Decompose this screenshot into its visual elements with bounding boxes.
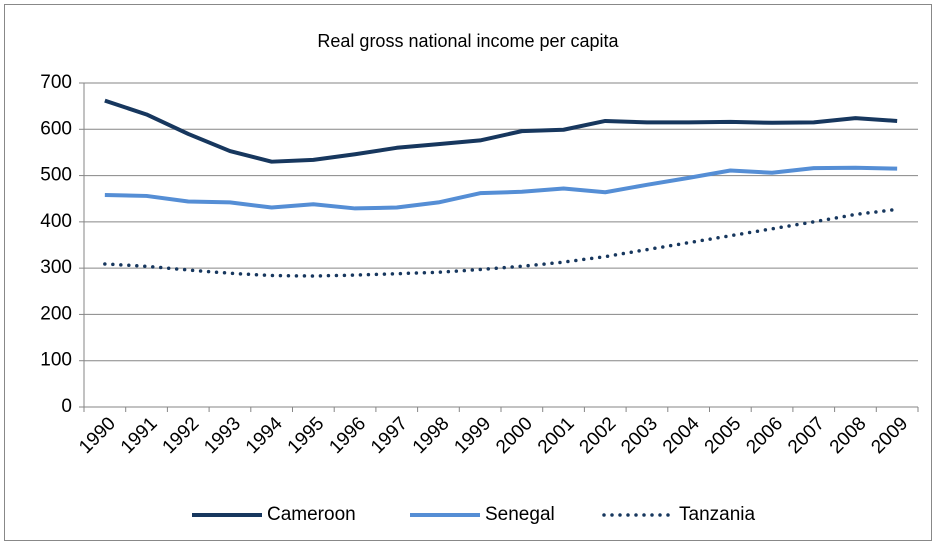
y-tick-label: 100	[40, 350, 72, 371]
y-tick-label: 300	[40, 257, 72, 278]
legend-label: Tanzania	[679, 504, 755, 525]
y-tick-label: 0	[61, 396, 72, 417]
legend-label: Senegal	[485, 504, 555, 525]
chart-title: Real gross national income per capita	[317, 31, 619, 51]
series-line	[104, 165, 898, 211]
y-tick-label: 700	[40, 72, 72, 93]
y-tick-label: 500	[40, 165, 72, 186]
series-line	[103, 207, 899, 278]
y-tick-label: 600	[40, 118, 72, 139]
chart-border	[4, 4, 932, 541]
y-tick-label: 400	[40, 211, 72, 232]
legend-label: Cameroon	[267, 504, 356, 525]
series-line	[104, 98, 898, 164]
y-tick-label: 200	[40, 303, 72, 324]
